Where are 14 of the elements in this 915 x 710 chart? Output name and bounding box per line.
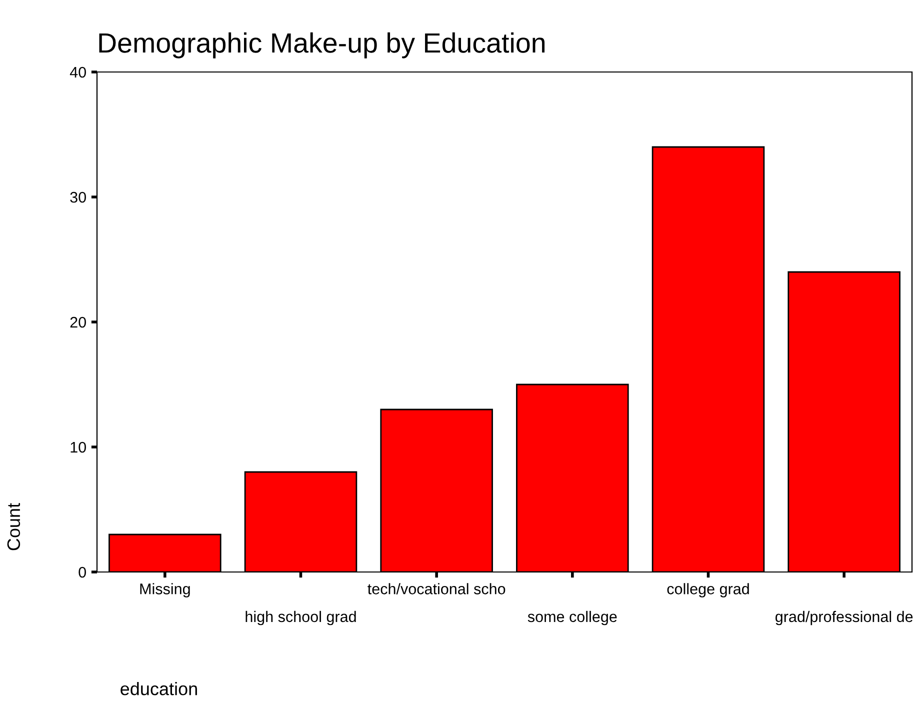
x-axis-title: education [120, 682, 197, 696]
y-tick-label: 0 [78, 566, 86, 578]
x-tick-label: college grad [667, 583, 749, 598]
y-tick-label: 20 [70, 316, 86, 328]
chart-title: Demographic Make-up by Education [99, 32, 545, 58]
x-tick-label: Missing [140, 583, 190, 598]
y-tick-label: 40 [70, 66, 86, 78]
x-tick-label: grad/professional de [776, 610, 913, 626]
x-tick-label: tech/vocational scho [368, 583, 506, 594]
x-tick-label: some college [528, 610, 617, 626]
y-axis-title: Count [7, 503, 20, 550]
y-tick-label: 10 [70, 442, 86, 453]
y-tick-label: 30 [70, 192, 86, 203]
x-tick-label: high school grad [246, 610, 356, 626]
